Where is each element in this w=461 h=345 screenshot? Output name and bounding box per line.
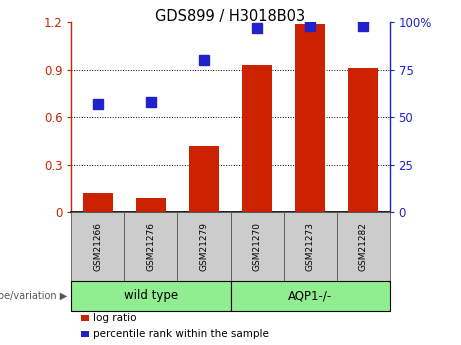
Bar — [242, 65, 272, 212]
Text: GSM21266: GSM21266 — [94, 222, 102, 271]
Text: GSM21279: GSM21279 — [200, 222, 208, 271]
Text: log ratio: log ratio — [93, 313, 136, 323]
Text: genotype/variation ▶: genotype/variation ▶ — [0, 291, 67, 301]
Bar — [296, 24, 325, 212]
Bar — [349, 68, 378, 212]
Text: GDS899 / H3018B03: GDS899 / H3018B03 — [155, 9, 306, 23]
Text: GSM21282: GSM21282 — [359, 222, 367, 271]
Text: percentile rank within the sample: percentile rank within the sample — [93, 329, 269, 339]
Text: GSM21270: GSM21270 — [253, 222, 261, 271]
Text: AQP1-/-: AQP1-/- — [288, 289, 332, 302]
Text: GSM21273: GSM21273 — [306, 222, 314, 271]
Text: wild type: wild type — [124, 289, 178, 302]
Bar — [136, 198, 165, 212]
Text: GSM21276: GSM21276 — [147, 222, 155, 271]
Bar — [83, 193, 112, 212]
Bar — [189, 146, 219, 212]
